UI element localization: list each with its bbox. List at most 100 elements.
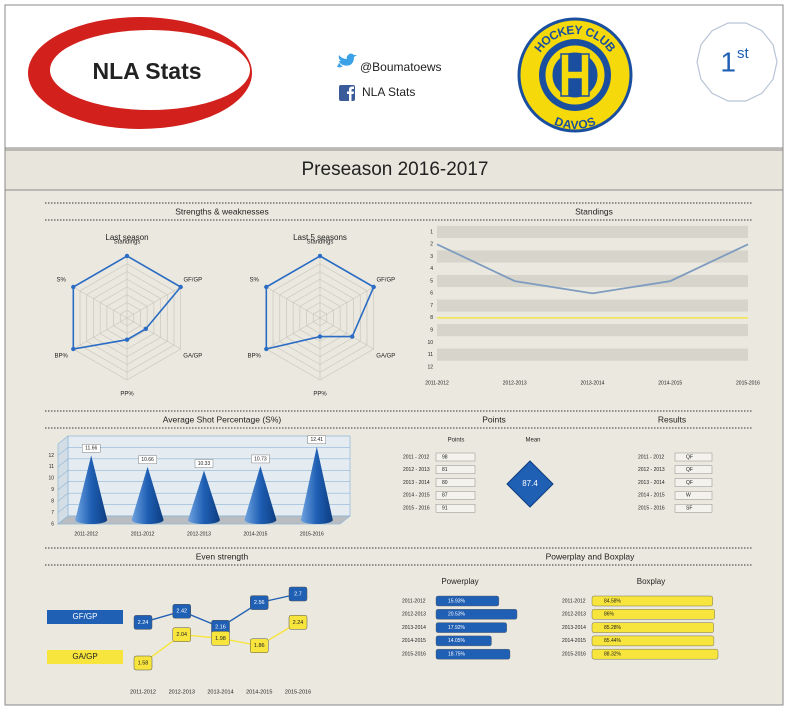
value-label: 1.58 <box>138 660 149 666</box>
y-tick-label: 12 <box>427 364 433 370</box>
category-label: 2015-2016 <box>402 652 426 658</box>
x-tick-label: 2011-2012 <box>425 380 449 386</box>
row-label: 2014 - 2015 <box>403 493 430 499</box>
x-tick-label: 2015-2016 <box>300 531 324 537</box>
rank-suffix: st <box>737 45 750 62</box>
value-label: 2.24 <box>138 620 149 626</box>
radar-axis-label: Standings <box>307 240 334 246</box>
y-tick-label: 7 <box>430 303 433 309</box>
row-label: 2012 - 2013 <box>638 467 665 473</box>
value-box <box>251 454 270 464</box>
cone <box>131 466 164 524</box>
value-box <box>172 604 191 619</box>
title-band <box>4 149 784 191</box>
y-tick-label: 10 <box>427 340 433 346</box>
y-tick-label: 11 <box>428 352 433 358</box>
category-label: 2014-2015 <box>562 638 586 644</box>
cell <box>674 465 713 474</box>
bar <box>591 622 714 633</box>
grid-line <box>57 469 350 479</box>
grid-band <box>437 324 748 337</box>
y-tick-label: 2 <box>430 242 433 248</box>
grid-band <box>437 336 748 349</box>
club-name-bottom-path: DAVOS <box>553 114 598 132</box>
radar-point <box>350 334 355 339</box>
y-tick-label: 12 <box>48 453 54 459</box>
value-label: 84.58% <box>604 598 622 604</box>
cone <box>244 465 277 524</box>
category-label: 2011-2012 <box>402 598 426 604</box>
radar-point <box>264 284 269 290</box>
y-tick-label: 11 <box>49 464 54 470</box>
y-tick-label: 1 <box>430 229 433 235</box>
value-label: 88.32% <box>604 652 622 658</box>
y-tick-label: 5 <box>430 278 433 284</box>
x-tick-label: 2013-2014 <box>207 689 233 695</box>
category-label: 2011-2012 <box>562 598 586 604</box>
row-label: 2014 - 2015 <box>638 493 665 499</box>
bar-chart-title: Powerplay <box>441 577 478 586</box>
legend-swatch <box>47 610 123 624</box>
x-tick-label: 2014-2015 <box>243 531 267 537</box>
radar-axis-label: S% <box>57 278 67 284</box>
value-box <box>288 586 308 602</box>
radar-spoke <box>73 286 128 319</box>
twitter-handle[interactable]: @Boumatoews <box>360 60 442 74</box>
radar-axis-label: BP% <box>55 354 69 360</box>
cell-value: QF <box>686 480 693 486</box>
value-label: 20.53% <box>448 612 466 618</box>
cell-value: 91 <box>442 506 448 512</box>
radar-title: Last 5 seasons <box>293 233 347 242</box>
x-tick-label: 2012-2013 <box>187 531 211 537</box>
value-label: 2.04 <box>176 632 187 638</box>
cell-value: QF <box>686 454 693 460</box>
y-tick-label: 6 <box>51 521 54 527</box>
x-tick-label: 2011-2012 <box>74 531 98 537</box>
bar-chart-title: Boxplay <box>637 577 665 586</box>
radar-spoke <box>73 317 128 350</box>
bar <box>435 622 507 633</box>
y-tick-label: 7 <box>51 510 54 516</box>
radar-point <box>317 253 323 259</box>
cell <box>435 478 476 487</box>
value-label: 2.56 <box>254 600 265 606</box>
category-label: 2012-2013 <box>562 612 586 618</box>
cell <box>435 465 476 474</box>
legend-label: GA/GP <box>72 652 97 661</box>
value-label: 2.42 <box>176 609 187 615</box>
page-title: Preseason 2016-2017 <box>302 159 489 180</box>
grid-band <box>437 238 748 251</box>
value-label: 2.7 <box>294 591 302 597</box>
facebook-page[interactable]: NLA Stats <box>362 85 415 99</box>
logo-inner <box>50 30 250 110</box>
bar <box>435 635 492 647</box>
value-label: 1.86 <box>254 643 265 649</box>
row-label: 2011 - 2012 <box>638 454 665 460</box>
y-tick-label: 4 <box>430 266 433 272</box>
bar <box>435 609 518 620</box>
radar-point <box>264 346 269 352</box>
value-box <box>133 655 153 671</box>
y-tick-label: 8 <box>51 498 54 504</box>
section-title: Standings <box>575 206 613 216</box>
category-label: 2015-2016 <box>562 652 586 658</box>
x-tick-label: 2012-2013 <box>503 380 527 386</box>
radar-axis-label: GA/GP <box>183 354 202 360</box>
grid-band <box>437 299 748 312</box>
radar-axis-label: S% <box>250 278 260 284</box>
value-label: 12.41 <box>311 437 324 443</box>
radar-point <box>71 346 76 352</box>
logo-text: NLA Stats <box>92 58 201 84</box>
section-title: Strengths & weaknesses <box>175 206 269 216</box>
rank-number: 1 <box>720 46 736 77</box>
mean-value: 87.4 <box>522 479 538 488</box>
y-tick-label: 9 <box>430 328 433 334</box>
radar-point <box>317 334 323 339</box>
value-label: 86% <box>604 612 615 618</box>
radar-spoke <box>126 317 181 350</box>
grid-band <box>437 250 748 263</box>
grid-band <box>437 348 748 361</box>
value-label: 18.75% <box>448 652 466 658</box>
radar-axis-label: PP% <box>120 392 134 398</box>
